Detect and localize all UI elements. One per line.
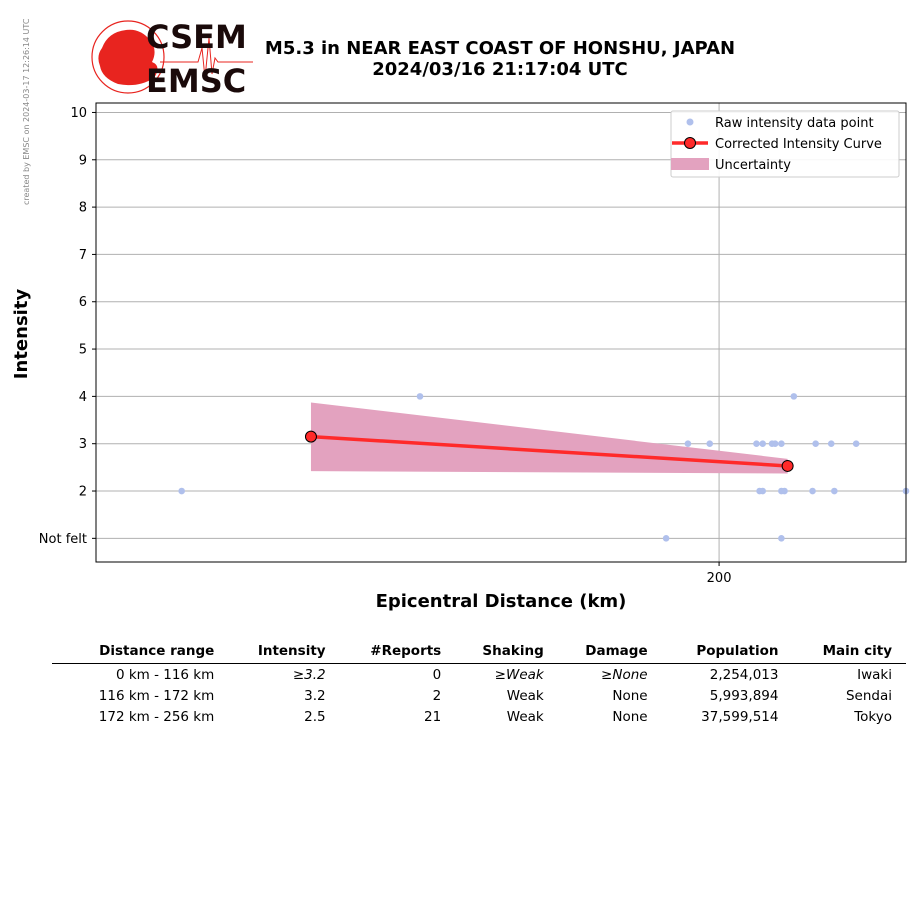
cell-range: 172 km - 256 km xyxy=(98,709,215,725)
header-shaking: Shaking xyxy=(455,642,558,664)
raw-data-point xyxy=(759,487,766,495)
legend-curve-swatch-marker xyxy=(684,137,696,149)
title-line-1: M5.3 in NEAR EAST COAST OF HONSHU, JAPAN xyxy=(264,38,736,59)
y-tick-label: 4 xyxy=(79,390,87,405)
legend-curve-label: Corrected Intensity Curve xyxy=(715,137,882,152)
cell-city: Sendai xyxy=(845,688,892,704)
table-row: 0 km - 116 km ≥3.2 0 ≥Weak ≥None 2,254,0… xyxy=(52,664,906,686)
cell-reports: 2 xyxy=(432,688,442,704)
legend: Raw intensity data point Corrected Inten… xyxy=(670,110,900,178)
logo-globe-icon xyxy=(91,20,165,94)
cell-reports: 0 xyxy=(432,667,442,683)
uncertainty-band xyxy=(310,402,788,474)
cell-range: 116 km - 172 km xyxy=(98,688,215,704)
logo-seismogram-icon xyxy=(160,37,253,79)
raw-data-point xyxy=(852,440,860,448)
curve-layer xyxy=(304,430,794,472)
raw-data-point xyxy=(684,440,692,448)
raw-data-point xyxy=(812,440,819,448)
header-intensity: Intensity xyxy=(228,642,340,664)
curve-endpoint-marker xyxy=(304,430,317,443)
y-tick-label: 5 xyxy=(79,343,87,358)
raw-data-point xyxy=(662,535,670,542)
uncertainty-layer xyxy=(310,402,788,474)
header-damage: Damage xyxy=(557,642,662,664)
cell-shaking: Weak xyxy=(506,709,544,725)
table-header-row: Distance range Intensity #Reports Shakin… xyxy=(52,642,906,664)
y-tick-label: 6 xyxy=(79,295,87,310)
title-line-2: 2024/03/16 21:17:04 UTC xyxy=(372,59,628,80)
raw-data-point xyxy=(827,440,835,448)
raw-data-point xyxy=(706,440,714,448)
cell-shaking: ≥Weak xyxy=(494,667,544,683)
cell-city: Tokyo xyxy=(854,709,892,725)
legend-raw-label: Raw intensity data point xyxy=(715,116,874,131)
y-tick-label: 8 xyxy=(79,201,87,216)
curve-endpoint-marker xyxy=(781,459,794,472)
raw-data-point xyxy=(790,393,798,400)
cell-intensity: 3.2 xyxy=(304,688,326,704)
raw-data-point xyxy=(753,440,760,448)
cell-intensity: 2.5 xyxy=(304,709,326,725)
legend-uncertainty-label: Uncertainty xyxy=(715,158,791,173)
corrected-intensity-curve xyxy=(310,434,788,468)
raw-data-point xyxy=(831,487,838,495)
cell-population: 2,254,013 xyxy=(709,667,779,683)
header-distance-range: Distance range xyxy=(52,642,229,664)
legend-box xyxy=(670,110,900,178)
plot-frame xyxy=(95,102,907,563)
x-axis-label: Epicentral Distance (km) xyxy=(376,591,627,612)
cell-shaking: Weak xyxy=(506,688,544,704)
cell-population: 37,599,514 xyxy=(701,709,779,725)
legend-uncertainty-swatch xyxy=(671,158,709,170)
y-tick-label: 7 xyxy=(79,248,87,263)
raw-data-point xyxy=(771,440,779,448)
logo-top-text: CSEM xyxy=(146,18,247,56)
y-tick-label: 3 xyxy=(79,437,87,452)
raw-data-point xyxy=(778,440,785,448)
header-reports: #Reports xyxy=(339,642,456,664)
cell-reports: 21 xyxy=(424,709,442,725)
raw-data-point xyxy=(778,535,785,542)
chart-title: M5.3 in NEAR EAST COAST OF HONSHU, JAPAN… xyxy=(240,38,760,80)
y-tick-label: 2 xyxy=(79,485,87,500)
cell-city: Iwaki xyxy=(857,667,892,683)
logo-map-icon xyxy=(98,29,158,86)
intensity-summary-table: Distance range Intensity #Reports Shakin… xyxy=(52,642,906,727)
cell-range: 0 km - 116 km xyxy=(115,667,215,683)
intensity-chart: Not felt 2 3 4 5 6 7 8 9 10 200 Epicentral Distanc… xyxy=(11,102,910,612)
y-tick-label: 10 xyxy=(70,106,87,121)
raw-data-point xyxy=(759,440,766,448)
emsc-logo: CSEM EMSC xyxy=(91,18,253,98)
cell-damage: None xyxy=(612,688,648,704)
raw-data-point xyxy=(178,487,185,495)
cell-damage: ≥None xyxy=(601,667,648,683)
y-tick-label: Not felt xyxy=(39,532,87,547)
header-population: Population xyxy=(661,642,793,664)
cell-intensity: ≥3.2 xyxy=(292,667,326,683)
raw-data-point xyxy=(781,487,788,495)
table-row: 116 km - 172 km 3.2 2 Weak None 5,993,89… xyxy=(52,685,906,706)
x-tick-label: 200 xyxy=(707,571,732,586)
logo-bottom-text: EMSC xyxy=(146,62,246,98)
cell-population: 5,993,894 xyxy=(709,688,779,704)
raw-data-point xyxy=(809,487,816,495)
cell-damage: None xyxy=(612,709,648,725)
y-axis-label: Intensity xyxy=(11,289,32,380)
header-main-city: Main city xyxy=(792,642,906,664)
table-row: 172 km - 256 km 2.5 21 Weak None 37,599,… xyxy=(52,706,906,727)
raw-points-layer xyxy=(178,393,910,542)
ticks-layer: Not felt 2 3 4 5 6 7 8 9 10 200 xyxy=(39,106,732,586)
y-tick-label: 9 xyxy=(79,153,87,168)
legend-raw-swatch xyxy=(686,118,694,126)
raw-data-point xyxy=(416,393,424,400)
